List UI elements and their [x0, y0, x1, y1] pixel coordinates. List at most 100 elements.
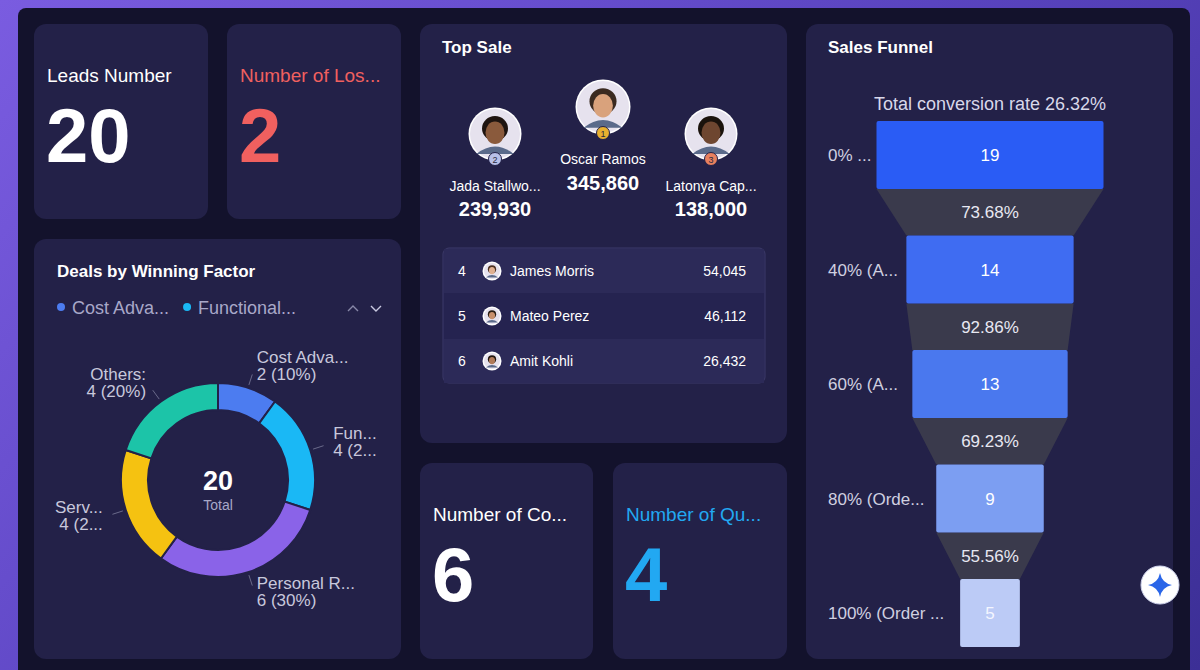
- slice-value: 2 (10%): [257, 365, 317, 384]
- rank-number: 2: [492, 155, 497, 165]
- avatar-face: [489, 267, 495, 274]
- assistant-icon: [1148, 573, 1172, 597]
- seller-name: Amit Kohli: [510, 353, 573, 369]
- ranking-row: [444, 294, 764, 338]
- kpi-card: [613, 463, 787, 659]
- donut-panel: [34, 239, 401, 659]
- funnel-connector: [912, 418, 1067, 465]
- avatar-face: [489, 312, 495, 319]
- avatar-face: [486, 122, 505, 145]
- avatar-hair: [488, 355, 496, 363]
- avatar-body: [486, 320, 498, 322]
- leader-line: [153, 390, 159, 399]
- donut-slice: [161, 502, 310, 577]
- rank-badge: [705, 153, 718, 166]
- kpi-title: Leads Number: [47, 65, 172, 86]
- kpi-value: 2: [239, 93, 281, 178]
- kpi-title: Number of Los...: [240, 65, 380, 86]
- avatar-ring: [483, 352, 502, 371]
- seller-sales: 46,112: [704, 308, 746, 324]
- avatar-face: [593, 94, 613, 117]
- avatar-face: [702, 122, 721, 145]
- kpi-card: [227, 24, 401, 219]
- seller-sales: 345,860: [567, 172, 639, 194]
- kpi-card: [34, 24, 208, 219]
- avatar-bg: [470, 109, 520, 159]
- legend-label: Functional...: [198, 298, 296, 318]
- stage-label: 80% (Orde...: [828, 490, 924, 509]
- donut-total: 20: [203, 466, 233, 496]
- stage-label: 60% (A...: [828, 375, 898, 394]
- slice-value: 4 (20%): [87, 382, 147, 401]
- stage-value: 13: [981, 375, 1000, 394]
- avatar: [483, 262, 502, 281]
- funnel-panel: [806, 24, 1173, 659]
- assistant-button[interactable]: [1141, 566, 1179, 604]
- stage-value: 9: [985, 490, 994, 509]
- avatar-body: [486, 275, 498, 277]
- rank-number: 5: [458, 308, 466, 324]
- slice-value: 4 (2...: [59, 515, 102, 534]
- ranking-row: [444, 339, 764, 383]
- dashboard: Leads Number 20 Number of Los... 2 Number of…: [0, 0, 1200, 670]
- avatar: [483, 307, 502, 326]
- avatar-bg: [484, 308, 500, 324]
- seller-name: Oscar Ramos: [560, 151, 646, 167]
- rank-number: 1: [600, 129, 605, 139]
- funnel-bar: [906, 236, 1073, 304]
- funnel-connector: [936, 533, 1044, 580]
- avatar-bg: [484, 263, 500, 279]
- kpi-card: [420, 463, 593, 659]
- seller-name: Latonya Cap...: [665, 178, 756, 194]
- donut-slice: [259, 402, 315, 510]
- kpi-title: Number of Co...: [433, 504, 567, 525]
- seller-sales: 26,432: [703, 353, 746, 369]
- avatar-ring: [483, 262, 502, 281]
- legend-scroll-up: [348, 306, 358, 311]
- legend-scroll-down: [371, 306, 381, 311]
- panel-title: Top Sale: [442, 38, 512, 57]
- donut-total-label: Total: [203, 497, 233, 513]
- seller-sales: 239,930: [459, 198, 531, 220]
- rank-number: 3: [708, 155, 713, 165]
- slice-value: 4 (2...: [333, 441, 376, 460]
- leader-line: [313, 446, 323, 449]
- avatar: [483, 352, 502, 371]
- leader-line: [112, 511, 122, 514]
- frame: [18, 8, 1190, 670]
- rank-badge: [597, 127, 610, 140]
- seller-name: Jada Stallwo...: [449, 178, 540, 194]
- seller-sales: 54,045: [703, 263, 746, 279]
- panel-title: Deals by Winning Factor: [57, 262, 256, 281]
- ranking-row: [444, 249, 764, 293]
- funnel-marks: [877, 121, 1104, 647]
- funnel-bar: [936, 465, 1044, 533]
- ranking-list: [443, 248, 765, 383]
- donut-slices: [121, 383, 315, 577]
- funnel-bar: [912, 350, 1067, 418]
- legend-swatch: [183, 303, 191, 311]
- seller-name: James Morris: [510, 263, 594, 279]
- seller-name: Mateo Perez: [510, 308, 589, 324]
- avatar-bg: [686, 109, 736, 159]
- kpi-value: 20: [46, 93, 131, 178]
- top-sale-panel: [420, 24, 787, 443]
- avatar-bg: [577, 81, 629, 133]
- legend-label: Cost Adva...: [72, 298, 169, 318]
- funnel-bar: [960, 579, 1020, 647]
- funnel-bar: [877, 121, 1104, 189]
- panel-title: Sales Funnel: [828, 38, 933, 57]
- avatar-hair: [488, 265, 496, 273]
- kpi-value: 6: [432, 532, 474, 617]
- legend-swatch: [57, 303, 65, 311]
- funnel-connector: [906, 304, 1073, 351]
- stage-label: 0% ...: [828, 146, 871, 165]
- stage-label: 40% (A...: [828, 261, 898, 280]
- conversion-rate: 69.23%: [961, 432, 1019, 451]
- funnel-connector: [877, 189, 1104, 236]
- avatar-face: [489, 357, 495, 364]
- leader-line: [249, 374, 252, 384]
- conversion-rate: 73.68%: [961, 203, 1019, 222]
- kpi-title: Number of Qu...: [626, 504, 761, 525]
- conversion-rate: 92.86%: [961, 318, 1019, 337]
